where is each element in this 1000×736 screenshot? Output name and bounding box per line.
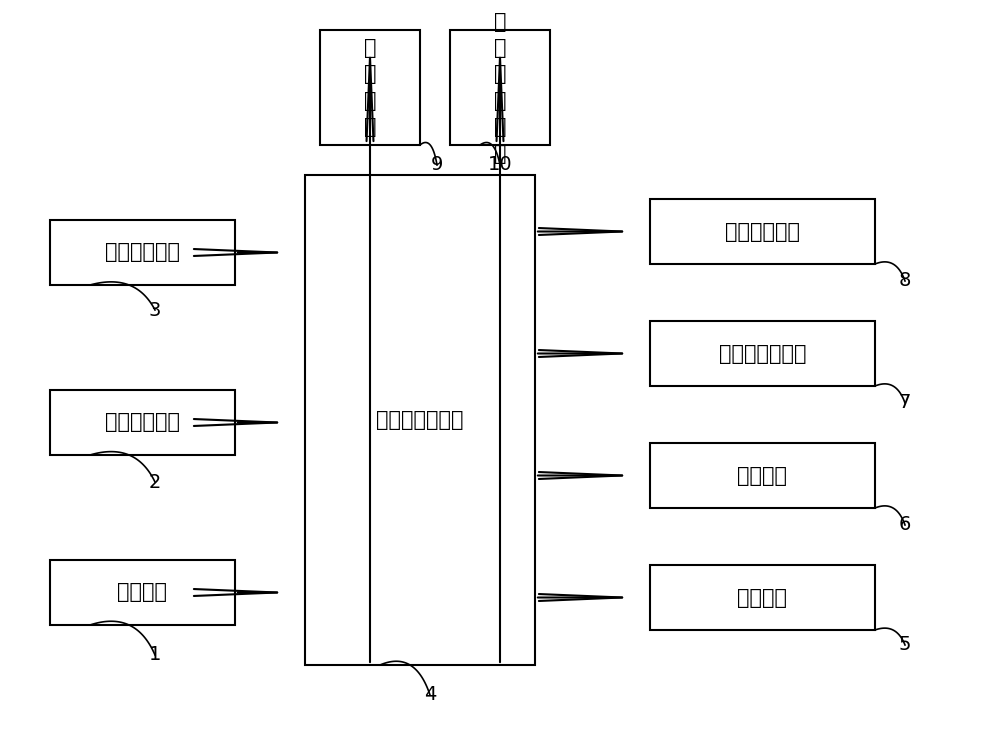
Text: 1: 1 — [149, 645, 161, 665]
Bar — [650, 565, 875, 630]
Text: 指令输入模块: 指令输入模块 — [105, 412, 180, 433]
Text: 4: 4 — [424, 685, 436, 704]
Bar — [50, 560, 235, 625]
Bar — [50, 220, 235, 285]
Text: 6: 6 — [899, 515, 911, 534]
Text: 9: 9 — [431, 155, 443, 174]
Text: 单片机控制模块: 单片机控制模块 — [376, 410, 464, 430]
Bar — [650, 443, 875, 508]
Text: 喷淋模块: 喷淋模块 — [738, 465, 788, 486]
Text: 3: 3 — [149, 300, 161, 319]
Text: 参数配置模块: 参数配置模块 — [105, 242, 180, 263]
Text: 10: 10 — [488, 155, 512, 174]
Text: 空
气
净
化
模
块: 空 气 净 化 模 块 — [494, 12, 506, 163]
Bar — [50, 390, 235, 455]
Bar — [320, 30, 420, 145]
Text: 化学清洗模块: 化学清洗模块 — [725, 222, 800, 241]
Text: 超声波清洗模块: 超声波清洗模块 — [719, 344, 806, 364]
Text: 电源模块: 电源模块 — [118, 582, 168, 603]
Text: 2: 2 — [149, 473, 161, 492]
Text: 8: 8 — [899, 272, 911, 291]
Bar — [450, 30, 550, 145]
Bar — [650, 321, 875, 386]
Text: 烘
干
模
块: 烘 干 模 块 — [364, 38, 376, 137]
Text: 储水模块: 储水模块 — [738, 587, 788, 607]
Text: 5: 5 — [899, 635, 911, 654]
Bar — [305, 175, 535, 665]
Bar — [650, 199, 875, 264]
Text: 7: 7 — [899, 394, 911, 412]
